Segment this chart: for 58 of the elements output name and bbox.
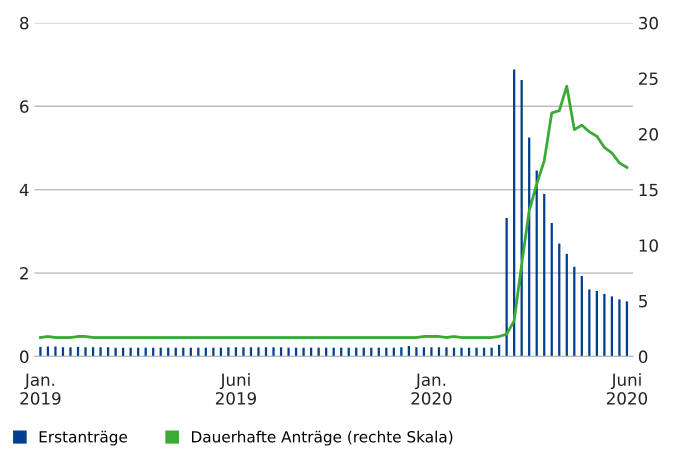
- bar: [318, 348, 320, 356]
- bar: [144, 348, 147, 356]
- bar: [400, 347, 402, 356]
- y-tick-label: 6: [20, 100, 28, 113]
- bar: [558, 243, 560, 356]
- x-tick-label: Juni 2020: [606, 373, 648, 405]
- bar: [573, 266, 576, 356]
- y-tick-label: 4: [20, 184, 29, 196]
- bar: [174, 348, 177, 356]
- y-tick-label: 0: [20, 350, 28, 364]
- y2-tick-label: 20: [639, 128, 658, 141]
- bar: [370, 348, 372, 356]
- bar: [197, 348, 200, 356]
- bar: [212, 348, 214, 356]
- bar: [580, 276, 583, 356]
- y2-tick-label: 15: [640, 184, 658, 196]
- bar: [566, 254, 568, 356]
- y-tick-label: 8: [20, 16, 28, 30]
- bar: [392, 348, 395, 356]
- x-tick-label: Jan. 2020: [411, 374, 452, 405]
- bar: [152, 348, 154, 356]
- bar: [513, 70, 516, 356]
- bar: [543, 194, 546, 356]
- bar: [362, 348, 365, 356]
- bar: [588, 289, 590, 356]
- bar: [550, 223, 553, 356]
- legend-label: Dauerhafte Anträge (rechte Skala): [192, 430, 452, 446]
- bar: [190, 348, 192, 356]
- y2-tick-label: 0: [638, 350, 648, 364]
- y-tick-label: 2: [20, 267, 28, 280]
- bar: [385, 348, 388, 356]
- bar: [122, 348, 124, 356]
- y2-tick-label: 10: [640, 239, 658, 252]
- bar: [325, 348, 328, 356]
- y2-tick-label: 30: [639, 16, 658, 30]
- bar: [596, 290, 598, 356]
- bar: [348, 348, 350, 356]
- bar: [506, 218, 508, 356]
- legend-label: Erstanträge: [40, 430, 128, 446]
- bar: [332, 348, 335, 356]
- bar: [204, 348, 207, 356]
- bar: [182, 348, 184, 356]
- bar: [130, 348, 132, 356]
- x-tick-label: Jan. 2019: [20, 374, 60, 405]
- x-tick-label: Juni 2019: [216, 373, 256, 405]
- bar: [137, 348, 140, 356]
- bar: [520, 80, 523, 356]
- bar: [536, 170, 538, 356]
- bar: [167, 348, 170, 356]
- bar: [355, 348, 358, 356]
- line-series: [39, 84, 628, 339]
- bar: [340, 348, 342, 356]
- bar: [378, 348, 380, 356]
- y2-tick-label: 5: [639, 295, 647, 308]
- bar: [408, 346, 410, 356]
- bar: [160, 348, 162, 356]
- bar: [528, 138, 530, 356]
- y2-tick-label: 25: [639, 72, 658, 86]
